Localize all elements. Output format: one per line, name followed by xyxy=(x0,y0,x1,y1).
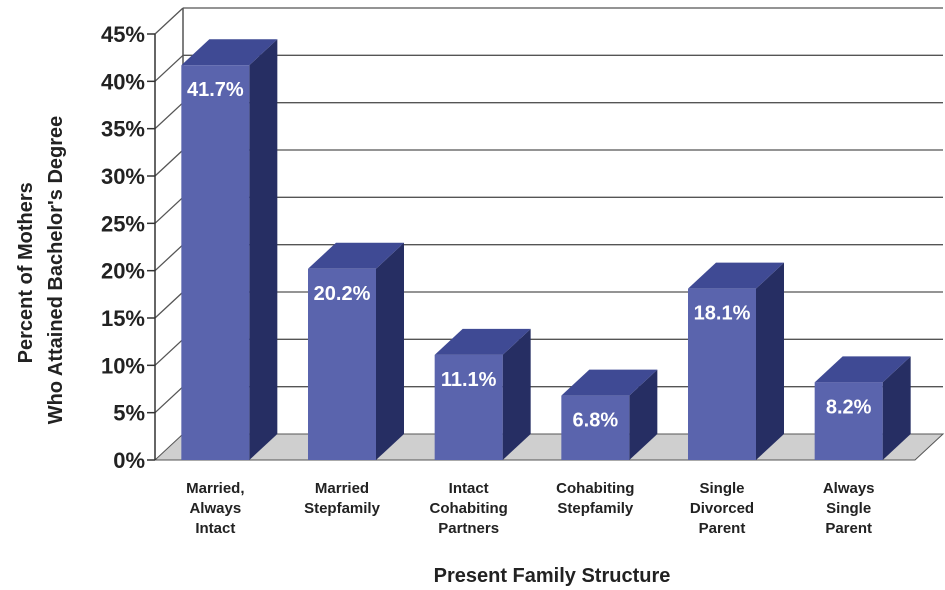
category-label-line: Intact xyxy=(449,480,489,497)
gridline-side xyxy=(154,149,184,177)
bar-side xyxy=(502,328,531,460)
bar: 6.8% xyxy=(561,369,658,460)
category-label-line: Cohabiting xyxy=(430,500,508,517)
category-label-line: Single xyxy=(699,480,744,497)
category-label-line: Single xyxy=(826,500,871,517)
bar-front xyxy=(814,382,883,460)
bars-layer: 41.7% 20.2% 11.1% 6.8% 18.1% 8.2% xyxy=(181,39,911,461)
bar-front xyxy=(181,65,250,461)
y-tick-label: 10% xyxy=(101,353,145,378)
category-label-line: Always xyxy=(823,480,875,497)
bar-side xyxy=(629,369,658,460)
bar-value-label: 8.2% xyxy=(826,396,872,418)
bar-value-label: 18.1% xyxy=(694,303,751,325)
gridline-side xyxy=(154,54,184,82)
bar-value-label: 41.7% xyxy=(187,79,244,101)
bar-value-label: 6.8% xyxy=(573,410,619,432)
category-label-line: Partners xyxy=(438,520,499,537)
y-axis-title-line-2: Who Attained Bachelor's Degree xyxy=(45,116,67,425)
bar-value-label: 20.2% xyxy=(314,283,371,305)
category-label-line: Cohabiting xyxy=(556,480,634,497)
category-label: Intact Cohabiting Partners xyxy=(430,480,508,537)
bar-side xyxy=(249,39,278,461)
category-label: Always Single Parent xyxy=(823,480,875,537)
y-tick-label: 45% xyxy=(101,22,145,47)
bar-side xyxy=(376,242,404,460)
category-label-line: Always xyxy=(189,500,241,517)
category-label-line: Intact xyxy=(195,520,235,537)
y-axis: 0% 5% 10% 15% 20% 25% 30% 35% 40% 45% xyxy=(101,22,156,473)
bar-top xyxy=(814,356,911,383)
bar-front xyxy=(561,395,630,460)
bar-top xyxy=(688,262,784,289)
bar-top xyxy=(434,328,531,355)
category-label-line: Divorced xyxy=(690,500,754,517)
category-label-line: Stepfamily xyxy=(304,500,381,517)
gridline-side xyxy=(154,7,184,35)
bar-front xyxy=(688,288,756,460)
bar: 18.1% xyxy=(688,262,784,460)
category-label-line: Married, xyxy=(186,480,244,497)
gridline-side xyxy=(154,291,184,319)
bar-top xyxy=(181,39,278,66)
gridline-side xyxy=(154,102,184,130)
category-label: Married Stepfamily xyxy=(304,480,381,517)
bar: 41.7% xyxy=(181,39,278,461)
y-axis-title-line-1: Percent of Mothers xyxy=(15,182,37,363)
y-tick-label: 35% xyxy=(101,117,145,142)
category-label: Married, Always Intact xyxy=(186,480,244,537)
bar-top xyxy=(308,242,404,269)
y-axis-title: Percent of Mothers Who Attained Bachelor… xyxy=(15,116,67,425)
category-label: Single Divorced Parent xyxy=(690,480,754,537)
y-tick-label: 30% xyxy=(101,164,145,189)
bar: 20.2% xyxy=(308,242,404,460)
bar-top xyxy=(561,369,658,396)
bar: 8.2% xyxy=(814,356,911,460)
gridline-side xyxy=(154,386,184,414)
bar-front xyxy=(308,268,376,460)
y-tick-label: 20% xyxy=(101,259,145,284)
gridline-side xyxy=(154,338,184,366)
category-label-line: Stepfamily xyxy=(557,500,634,517)
category-label-line: Parent xyxy=(699,520,746,537)
bar-front xyxy=(434,354,503,460)
bar-value-label: 11.1% xyxy=(441,369,497,391)
gridline-side xyxy=(154,244,184,272)
y-tick-label: 40% xyxy=(101,69,145,94)
y-tick-label: 5% xyxy=(113,401,145,426)
bar-side xyxy=(756,262,784,460)
category-label: Cohabiting Stepfamily xyxy=(556,480,634,517)
category-label-line: Parent xyxy=(825,520,872,537)
bar-side xyxy=(882,356,911,460)
y-tick-label: 15% xyxy=(101,306,145,331)
bar: 11.1% xyxy=(434,328,531,460)
gridline-side xyxy=(154,196,184,224)
y-tick-label: 0% xyxy=(113,448,145,473)
x-axis-category-labels: Married, Always Intact Married Stepfamily Int… xyxy=(186,480,874,537)
category-label-line: Married xyxy=(315,480,369,497)
y-tick-label: 25% xyxy=(101,211,145,236)
x-axis-title: Present Family Structure xyxy=(434,565,671,587)
